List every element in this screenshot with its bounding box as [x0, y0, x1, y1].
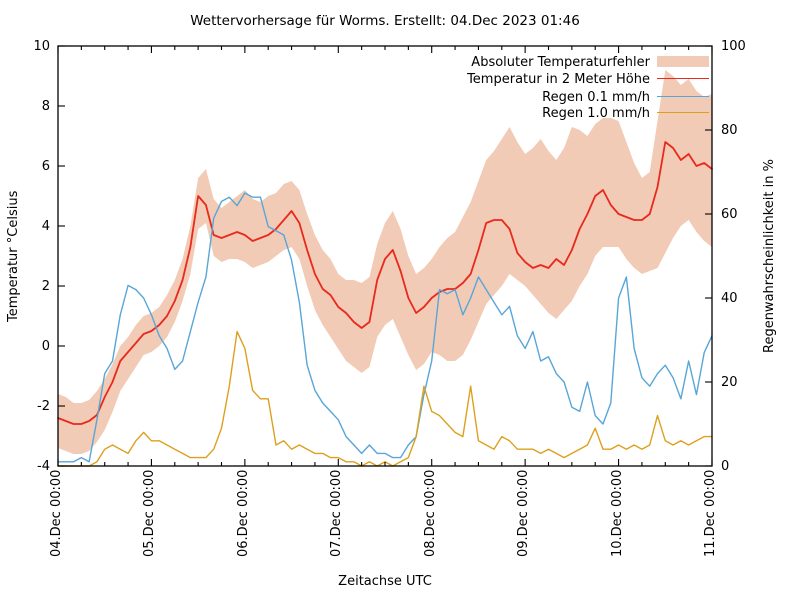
x-axis-label: Zeitachse UTC: [338, 574, 432, 589]
legend-item: Temperatur in 2 Meter Höhe: [0, 72, 800, 86]
series-band-temperaturfehler: [58, 70, 712, 454]
legend-line-swatch: [657, 95, 709, 97]
y-right-tick-label: 80: [721, 122, 738, 138]
chart-title: Wettervorhersage für Worms. Erstellt: 04…: [190, 13, 580, 29]
y-left-tick-label: 6: [41, 158, 50, 174]
legend-item: Regen 0.1 mm/h: [0, 90, 800, 104]
series-line-regen01: [57, 192, 713, 463]
y-left-tick-label: -4: [37, 458, 50, 474]
y-axis-left-label: Temperatur °Celsius: [6, 190, 21, 322]
x-tick-label: 04.Dec 00:00: [49, 469, 64, 557]
x-tick-label: 06.Dec 00:00: [235, 469, 251, 557]
x-tick-label: 10.Dec 00:00: [609, 469, 625, 557]
y-right-tick-label: 60: [721, 206, 738, 222]
y-left-tick-label: 4: [41, 218, 50, 234]
legend-item: Absoluter Temperaturfehler: [0, 55, 800, 69]
x-tick-label: 09.Dec 00:00: [516, 469, 532, 557]
y-left-tick-label: 10: [33, 38, 50, 54]
legend-label: Regen 0.1 mm/h: [542, 89, 650, 105]
axis-ticks: [57, 45, 713, 467]
legend-item: Regen 1.0 mm/h: [0, 106, 800, 120]
x-tick-label: 05.Dec 00:00: [142, 469, 158, 557]
y-left-tick-label: 0: [41, 338, 50, 354]
legend-line-swatch: [657, 78, 709, 79]
series-line-regen10: [57, 330, 713, 467]
y-left-tick-label: 2: [41, 278, 50, 294]
x-tick-label: 11.Dec 00:00: [703, 469, 718, 557]
y-right-tick-label: 0: [721, 458, 730, 474]
legend-label: Regen 1.0 mm/h: [542, 106, 650, 121]
legend-line-swatch: [657, 112, 709, 113]
y-right-tick-label: 40: [721, 290, 738, 306]
series-line-temperatur: [57, 141, 713, 425]
x-tick-label: 08.Dec 00:00: [422, 469, 438, 557]
y-right-tick-label: 20: [721, 374, 738, 390]
legend-label: Absoluter Temperaturfehler: [471, 55, 650, 70]
y-left-tick-label: 8: [41, 98, 50, 114]
legend-label: Temperatur in 2 Meter Höhe: [467, 72, 650, 87]
y-axis-right-label: Regenwahrscheinlichkeit in %: [762, 159, 777, 353]
y-right-tick-label: 100: [721, 38, 746, 54]
x-tick-label: 07.Dec 00:00: [329, 469, 345, 557]
y-left-tick-label: -2: [37, 398, 50, 414]
legend-band-swatch: [657, 56, 709, 67]
